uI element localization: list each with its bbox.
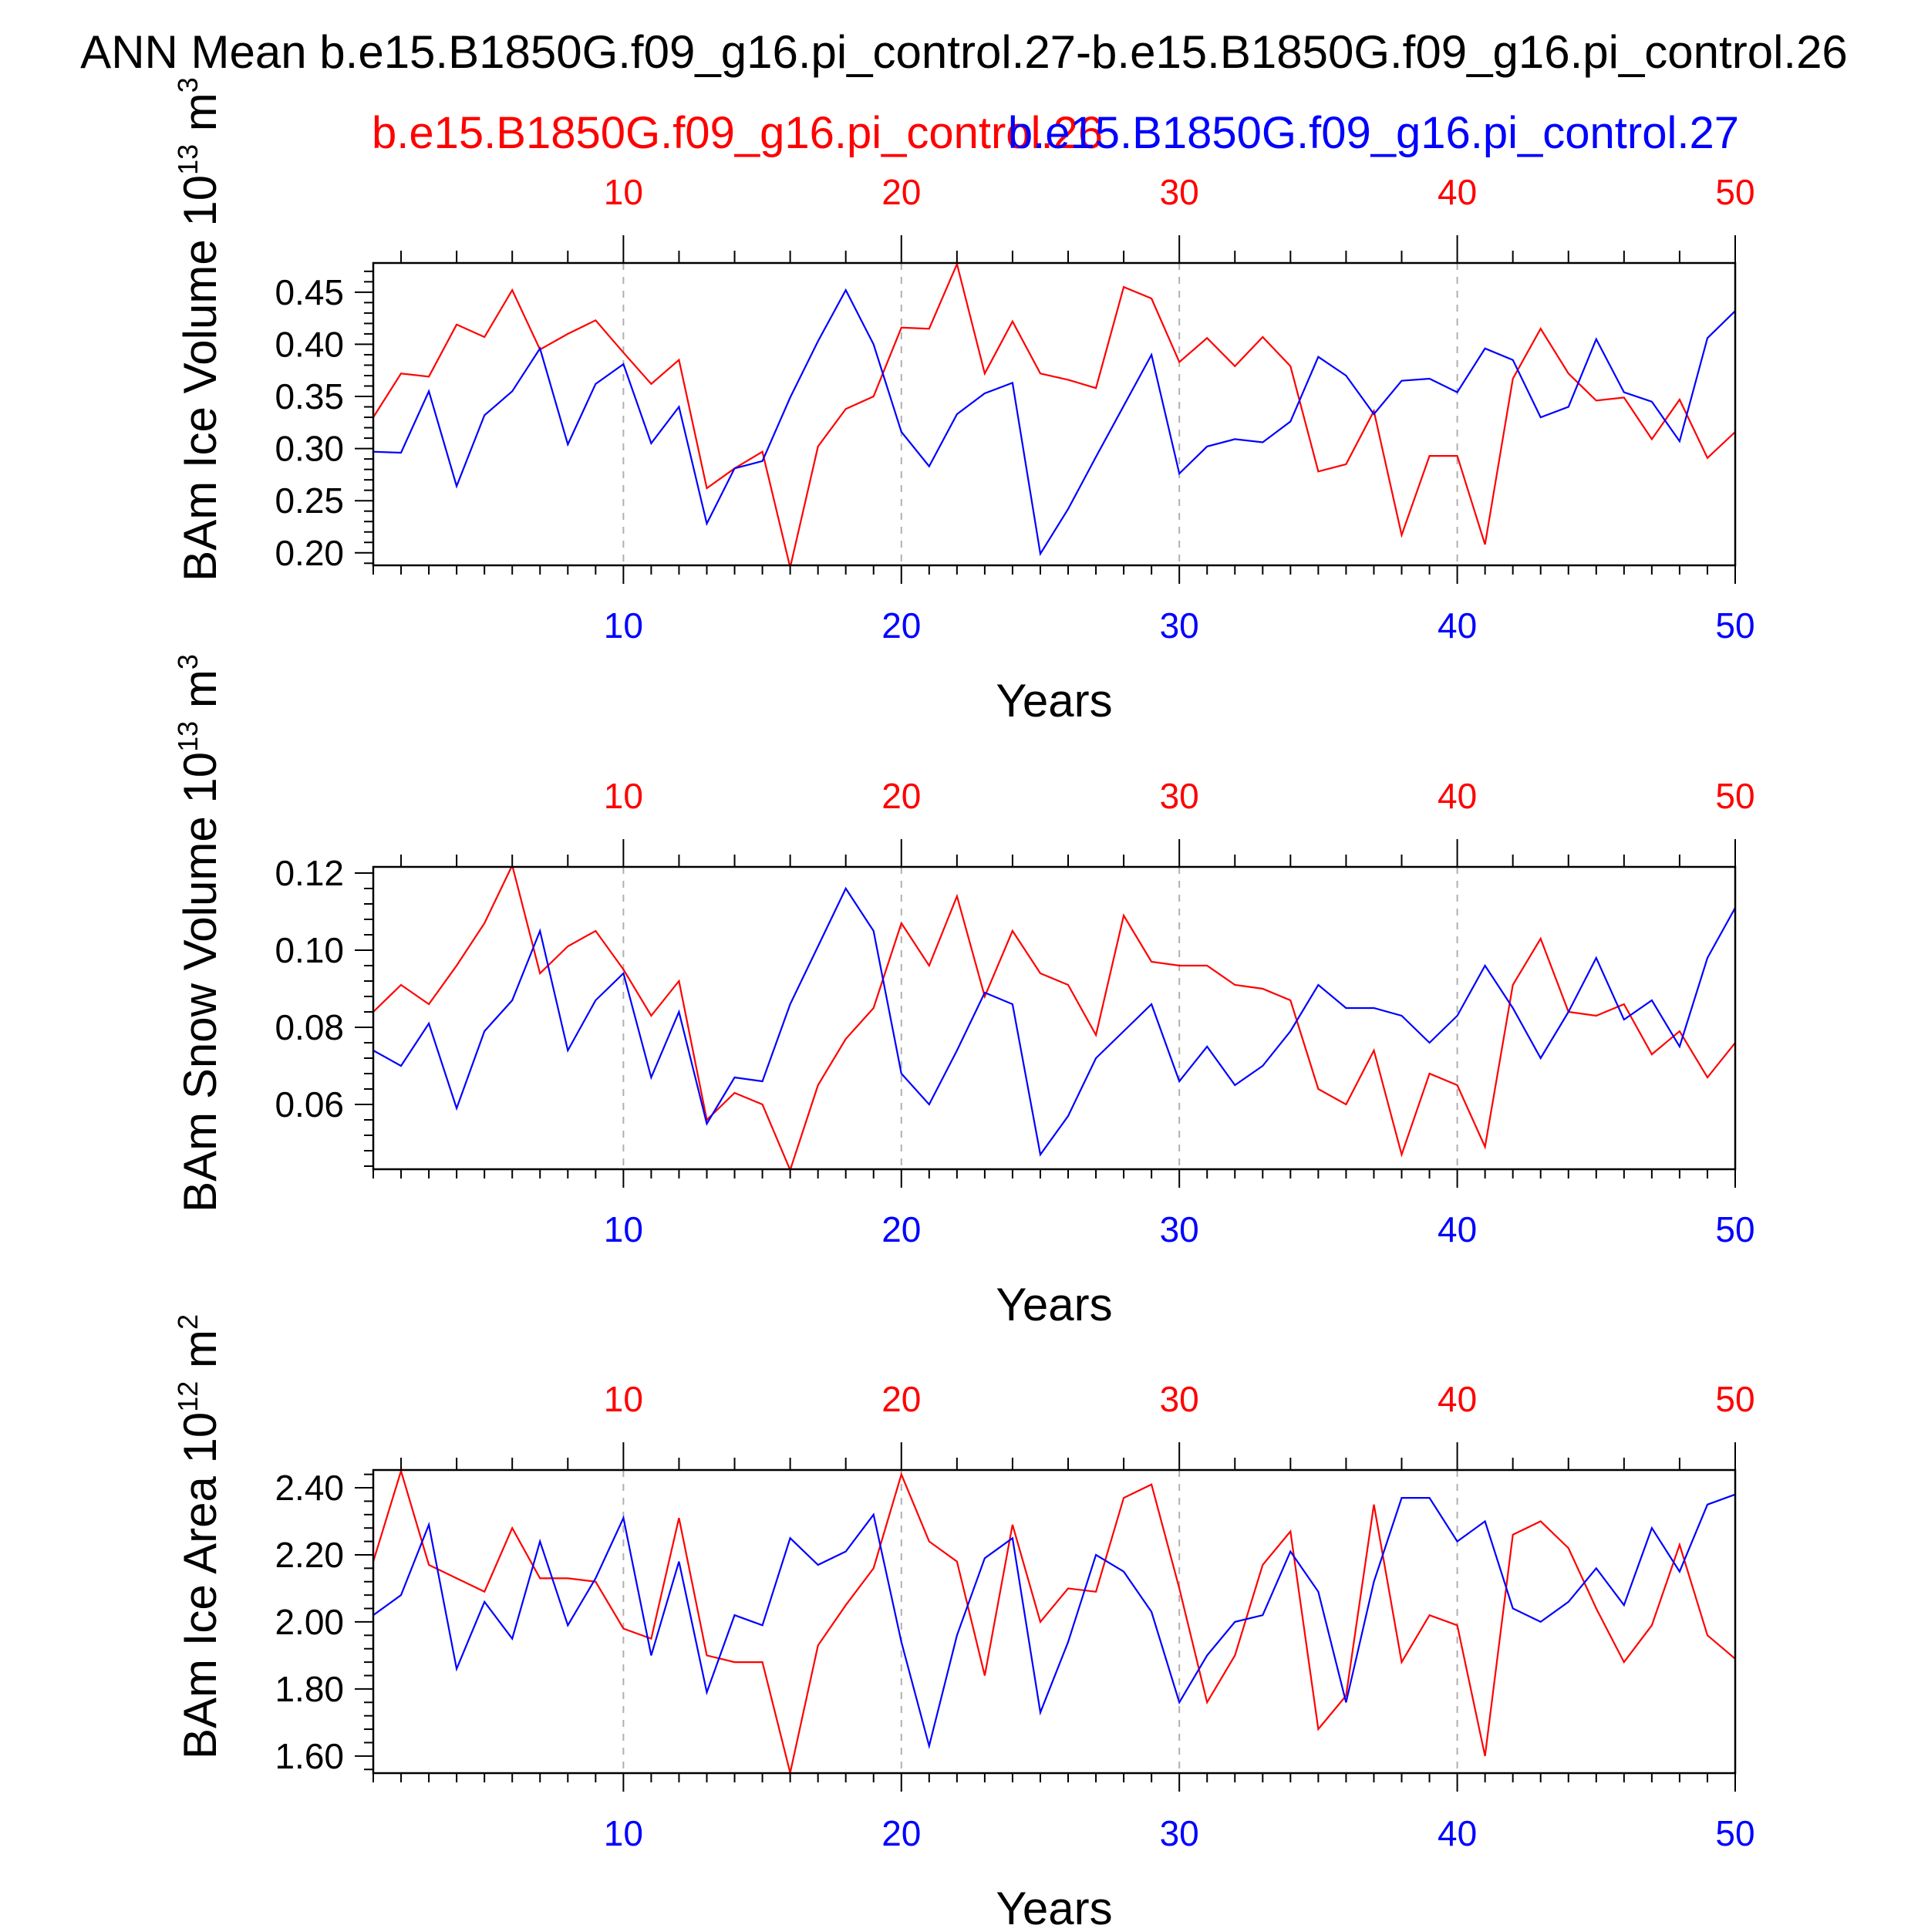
- y-axis-unit: m: [174, 93, 226, 144]
- y-tick-label: 0.08: [275, 1007, 344, 1047]
- x-tick-label-bottom: 50: [1715, 1813, 1754, 1853]
- series-line-blue: [373, 886, 1735, 1157]
- legend-case-red: b.e15.B1850G.f09_g16.pi_control.26: [372, 108, 1103, 158]
- y-tick-label: 0.35: [275, 376, 344, 416]
- y-tick-label: 1.80: [275, 1669, 344, 1709]
- figure-title: ANN Mean b.e15.B1850G.f09_g16.pi_control…: [80, 26, 1848, 78]
- x-tick-label-top: 40: [1438, 172, 1477, 212]
- y-axis-unit-power: 3: [172, 77, 204, 93]
- x-tick-label-top: 50: [1715, 1379, 1754, 1419]
- x-tick-label-bottom: 10: [604, 605, 643, 646]
- x-tick-label-top: 40: [1438, 776, 1477, 816]
- x-tick-label-bottom: 20: [881, 605, 921, 646]
- y-tick-label: 0.40: [275, 324, 344, 364]
- y-tick-label: 0.10: [275, 930, 344, 970]
- y-tick-label: 0.45: [275, 272, 344, 312]
- x-axis-label: Years: [996, 1883, 1112, 1928]
- x-tick-label-bottom: 30: [1160, 1813, 1199, 1853]
- x-tick-label-top: 30: [1160, 172, 1199, 212]
- y-tick-label: 0.06: [275, 1084, 344, 1124]
- x-tick-label-bottom: 40: [1438, 1209, 1477, 1249]
- x-tick-label-bottom: 10: [604, 1209, 643, 1249]
- y-axis-unit-exponent: 13: [172, 721, 204, 752]
- series-line-red: [373, 1470, 1735, 1773]
- x-tick-label-bottom: 40: [1438, 605, 1477, 646]
- y-axis-label-text: BAm Snow Volume 10: [174, 752, 226, 1212]
- y-tick-label: 0.25: [275, 480, 344, 521]
- panel-2: 10 10 20 20 30 30 40 40 50 50 0.06 0.08 0.10 0.12 Year…: [172, 654, 1755, 1330]
- x-tick-label-bottom: 50: [1715, 1209, 1754, 1249]
- y-tick-label: 2.00: [275, 1602, 344, 1642]
- x-tick-label-top: 40: [1438, 1379, 1477, 1419]
- y-axis-unit: m: [174, 669, 226, 721]
- panel-3: 10 10 20 20 30 30 40 40 50 50 1.60 1.80 2.00 2.20 2.40…: [172, 1314, 1755, 1932]
- x-tick-label-bottom: 20: [881, 1813, 921, 1853]
- x-tick-label-top: 50: [1715, 172, 1754, 212]
- y-axis-label: BAm Ice Volume 1013 m3: [172, 77, 226, 582]
- x-tick-label-bottom: 10: [604, 1813, 643, 1853]
- x-axis-label: Years: [996, 1279, 1112, 1330]
- y-tick-label: 1.60: [275, 1736, 344, 1776]
- y-tick-label: 0.20: [275, 533, 344, 573]
- y-axis-label: BAm Snow Volume 1013 m3: [172, 654, 226, 1212]
- x-tick-label-top: 10: [604, 1379, 643, 1419]
- y-axis-unit: m: [174, 1330, 226, 1381]
- y-axis-label-text: BAm Ice Area 10: [174, 1412, 226, 1759]
- plot-frame: [372, 261, 1737, 567]
- y-axis-unit-power: 2: [172, 1314, 204, 1330]
- x-tick-label-top: 50: [1715, 776, 1754, 816]
- series-line-red: [373, 867, 1735, 1169]
- y-tick-label: 0.12: [275, 853, 344, 893]
- y-axis-label: BAm Ice Area 1012 m2: [172, 1314, 226, 1759]
- series-line-blue: [373, 288, 1735, 557]
- x-tick-label-top: 10: [604, 776, 643, 816]
- x-axis-label: Years: [996, 675, 1112, 727]
- panels-group: 10 10 20 20 30 30 40 40 50 50 0.20 0.25 0.30 0.35 0.40…: [172, 77, 1755, 1932]
- y-tick-label: 0.30: [275, 429, 344, 469]
- x-tick-label-bottom: 40: [1438, 1813, 1477, 1853]
- y-tick-label: 2.20: [275, 1535, 344, 1575]
- x-tick-label-top: 20: [881, 172, 921, 212]
- y-tick-label: 2.40: [275, 1468, 344, 1508]
- y-axis-unit-exponent: 12: [172, 1381, 204, 1412]
- x-tick-label-top: 20: [881, 776, 921, 816]
- plot-frame: [372, 865, 1737, 1171]
- series-line-red: [373, 263, 1735, 565]
- x-tick-label-top: 10: [604, 172, 643, 212]
- x-tick-label-bottom: 30: [1160, 1209, 1199, 1249]
- x-tick-label-top: 20: [881, 1379, 921, 1419]
- x-tick-label-top: 30: [1160, 1379, 1199, 1419]
- x-tick-label-bottom: 30: [1160, 605, 1199, 646]
- legend-case-blue: b.e15.B1850G.f09_g16.pi_control.27: [1008, 108, 1739, 158]
- x-tick-label-top: 30: [1160, 776, 1199, 816]
- x-tick-label-bottom: 50: [1715, 605, 1754, 646]
- series-line-blue: [373, 1493, 1735, 1750]
- y-axis-unit-power: 3: [172, 654, 204, 669]
- plot-frame: [372, 1468, 1737, 1775]
- x-tick-label-bottom: 20: [881, 1209, 921, 1249]
- panel-1: 10 10 20 20 30 30 40 40 50 50 0.20 0.25 0.30 0.35 0.40…: [172, 77, 1755, 727]
- y-axis-unit-exponent: 13: [172, 144, 204, 175]
- y-axis-label-text: BAm Ice Volume 10: [174, 175, 226, 582]
